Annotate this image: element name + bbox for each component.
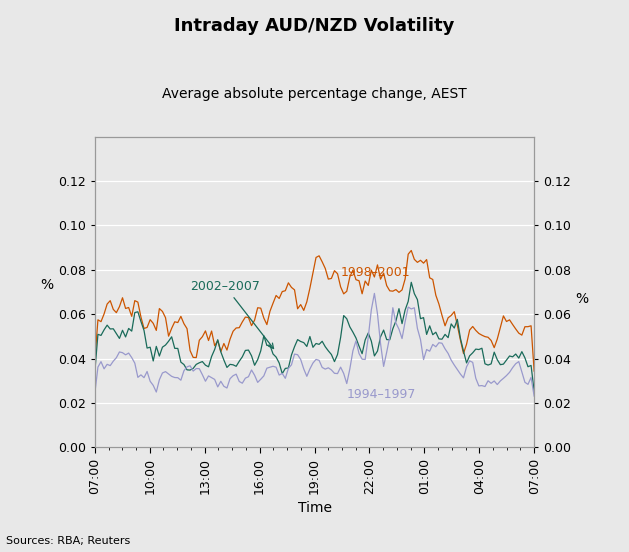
Y-axis label: %: % bbox=[576, 292, 589, 306]
Y-axis label: %: % bbox=[40, 278, 53, 292]
Text: Sources: RBA; Reuters: Sources: RBA; Reuters bbox=[6, 537, 131, 546]
Text: 2002–2007: 2002–2007 bbox=[190, 280, 274, 348]
Text: Intraday AUD/NZD Volatility: Intraday AUD/NZD Volatility bbox=[174, 17, 455, 35]
Text: 1994–1997: 1994–1997 bbox=[347, 389, 416, 401]
Title: Average absolute percentage change, AEST: Average absolute percentage change, AEST bbox=[162, 87, 467, 100]
X-axis label: Time: Time bbox=[298, 501, 331, 515]
Text: 1998–2001: 1998–2001 bbox=[341, 267, 410, 279]
